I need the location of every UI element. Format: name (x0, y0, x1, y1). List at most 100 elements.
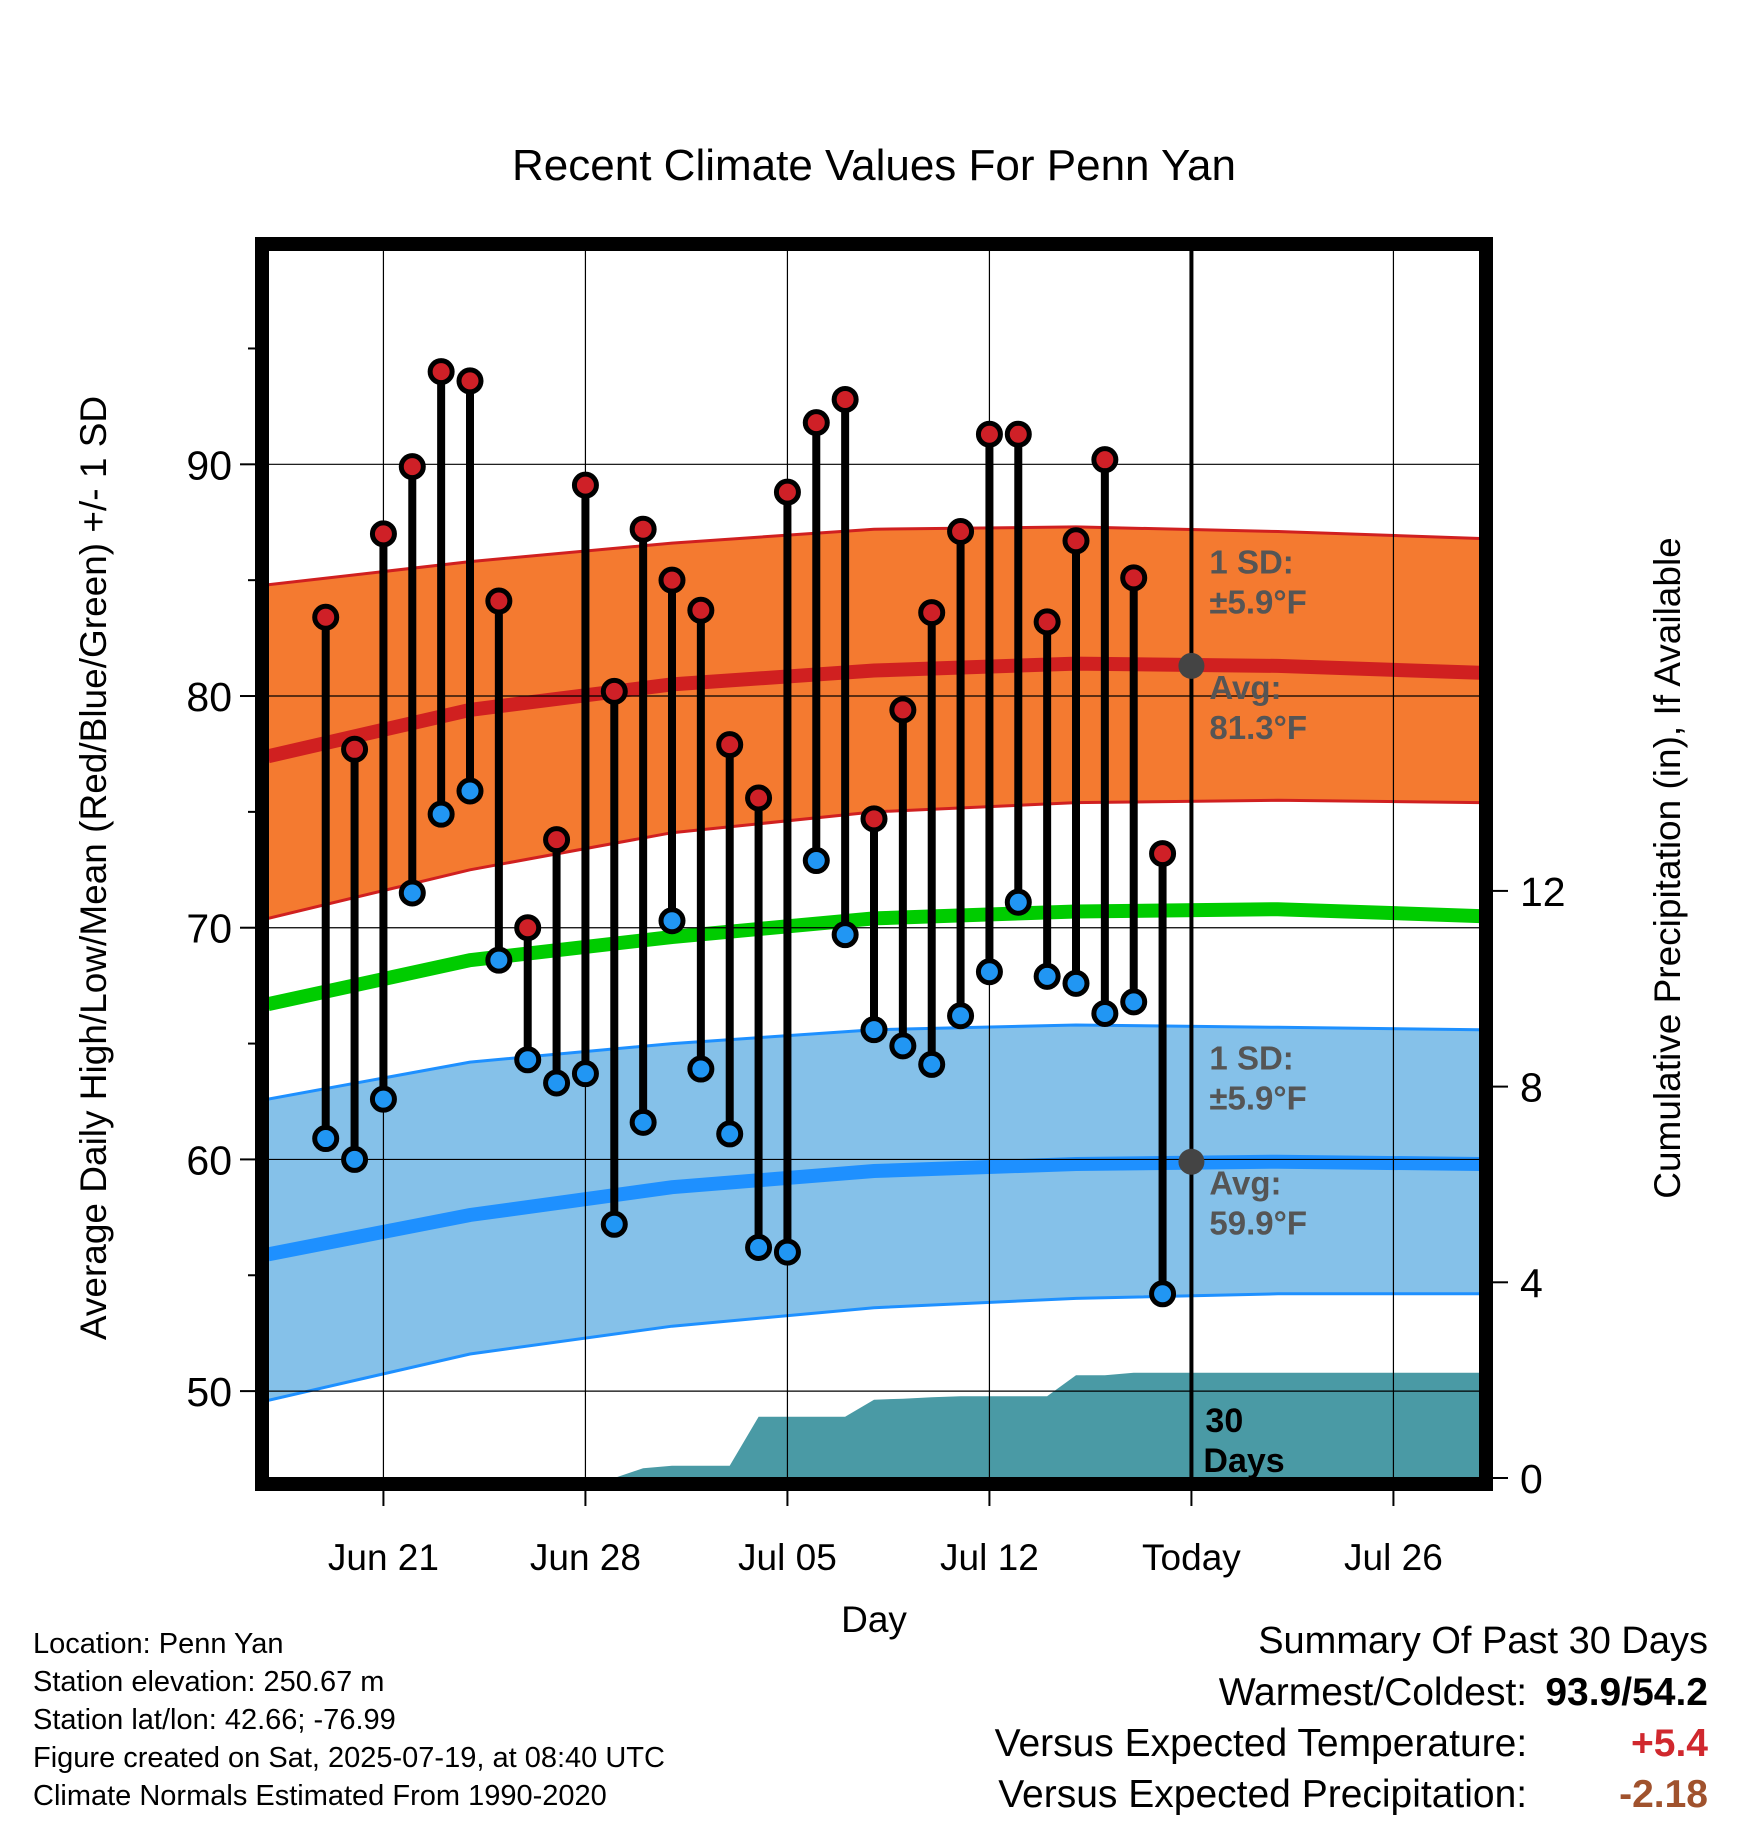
daily-low-point (1004, 888, 1032, 916)
summary-title: Summary Of Past 30 Days (1258, 1620, 1708, 1662)
chart-title: Recent Climate Values For Penn Yan (512, 141, 1236, 190)
normals-text: Climate Normals Estimated From 1990-2020 (33, 1780, 607, 1812)
daily-high-point (773, 478, 801, 506)
plot-inner (268, 250, 1480, 1478)
y-tick-label: 90 (186, 442, 232, 488)
y2-axis-label: Cumulative Precipitation (in), If Availa… (1647, 537, 1688, 1199)
daily-low-point (514, 1046, 542, 1074)
daily-low-point (1091, 999, 1119, 1027)
low-lower-line (268, 1292, 1480, 1402)
daily-low-point (975, 958, 1003, 986)
station-info: Location: Penn Yan Station elevation: 25… (33, 1625, 665, 1815)
high-today-average-marker (1178, 652, 1205, 679)
warm-cold-row: Warmest/Coldest: 93.9/54.2 (995, 1667, 1708, 1718)
daily-high-point (1004, 420, 1032, 448)
x-tick-label: Jul 26 (1344, 1537, 1443, 1578)
high-sd-band (268, 526, 1480, 919)
low-avg-label: Avg: (1209, 1165, 1281, 1202)
daily-low-point (745, 1233, 773, 1261)
daily-high-point (716, 731, 744, 759)
low-sd-label: 1 SD: (1209, 1039, 1293, 1076)
daily-low-point (687, 1055, 715, 1083)
daily-low-point (427, 800, 455, 828)
low-sd-value: ±5.9°F (1209, 1079, 1306, 1116)
x-tick-label: Jun 28 (530, 1537, 641, 1578)
warm-cold-label: Warmest/Coldest: (1218, 1671, 1528, 1714)
daily-high-point (947, 518, 975, 546)
daily-low-point (629, 1108, 657, 1136)
elevation-text: Station elevation: 250.67 m (33, 1666, 385, 1698)
daily-high-point (1120, 564, 1148, 592)
daily-high-point (1062, 527, 1090, 555)
y-tick-label: 50 (186, 1369, 232, 1415)
daily-high-point (658, 566, 686, 594)
daily-high-point (629, 515, 657, 543)
y2-tick-label: 12 (1520, 869, 1566, 915)
temp-anomaly-label: Versus Expected Temperature: (994, 1722, 1528, 1765)
daily-high-point (889, 696, 917, 724)
y-tick-label: 70 (186, 906, 232, 952)
y2-tick-label: 4 (1520, 1260, 1543, 1306)
x-tick-label: Today (1142, 1537, 1241, 1578)
temp-anomaly-row: Versus Expected Temperature: +5.4 (995, 1718, 1708, 1769)
daily-high-point (831, 385, 859, 413)
daily-high-point (398, 453, 426, 481)
daily-high-point (341, 735, 369, 763)
daily-high-point (456, 367, 484, 395)
y-axis-label: Average Daily High/Low/Mean (Red/Blue/Gr… (73, 396, 114, 1340)
summary-panel: Summary Of Past 30 Days Warmest/Coldest:… (995, 1616, 1708, 1820)
x-tick-label: Jul 12 (940, 1537, 1039, 1578)
daily-high-point (975, 420, 1003, 448)
daily-low-point (398, 879, 426, 907)
daily-high-point (514, 914, 542, 942)
daily-low-point (1062, 969, 1090, 997)
daily-high-point (600, 677, 628, 705)
warm-cold-value: 93.9/54.2 (1545, 1671, 1708, 1714)
low-avg-value: 59.9°F (1209, 1205, 1307, 1242)
precip-area (268, 1372, 1480, 1478)
high-avg-value: 81.3°F (1209, 709, 1307, 746)
daily-low-point (773, 1238, 801, 1266)
daily-low-point (543, 1069, 571, 1097)
high-sd-value: ±5.9°F (1209, 584, 1306, 621)
daily-high-point (1149, 840, 1177, 868)
location-text: Location: Penn Yan (33, 1628, 284, 1660)
x-tick-label: Jul 05 (738, 1537, 837, 1578)
daily-high-point (485, 587, 513, 615)
daily-high-point (1091, 446, 1119, 474)
low-average-line (268, 1154, 1480, 1262)
daily-high-point (745, 784, 773, 812)
days-label-number: 30 (1205, 1402, 1243, 1440)
daily-high-point (1033, 608, 1061, 636)
daily-low-point (658, 907, 686, 935)
daily-high-point (571, 471, 599, 499)
x-axis-label: Day (841, 1599, 907, 1640)
daily-high-point (427, 358, 455, 386)
daily-high-point (687, 596, 715, 624)
precip-anomaly-value: -2.18 (1619, 1773, 1708, 1816)
high-sd-label: 1 SD: (1209, 544, 1293, 581)
x-tick-label: Jun 21 (328, 1537, 439, 1578)
daily-low-point (341, 1145, 369, 1173)
precip-anomaly-label: Versus Expected Precipitation: (998, 1773, 1528, 1816)
daily-low-point (831, 921, 859, 949)
latlon-text: Station lat/lon: 42.66; -76.99 (33, 1704, 396, 1736)
y-tick-label: 60 (186, 1137, 232, 1183)
precip-anomaly-row: Versus Expected Precipitation: -2.18 (995, 1769, 1708, 1820)
daily-low-point (716, 1120, 744, 1148)
created-text: Figure created on Sat, 2025-07-19, at 08… (33, 1742, 665, 1774)
y2-tick-label: 0 (1520, 1456, 1543, 1502)
daily-low-point (485, 946, 513, 974)
daily-low-point (456, 777, 484, 805)
daily-low-point (600, 1210, 628, 1238)
days-label-text: Days (1203, 1442, 1284, 1480)
daily-high-point (802, 409, 830, 437)
daily-low-point (802, 847, 830, 875)
low-today-average-marker (1178, 1148, 1205, 1175)
daily-low-point (1120, 988, 1148, 1016)
daily-low-point (369, 1085, 397, 1113)
daily-high-point (369, 520, 397, 548)
daily-low-point (918, 1050, 946, 1078)
daily-low-point (1149, 1280, 1177, 1308)
